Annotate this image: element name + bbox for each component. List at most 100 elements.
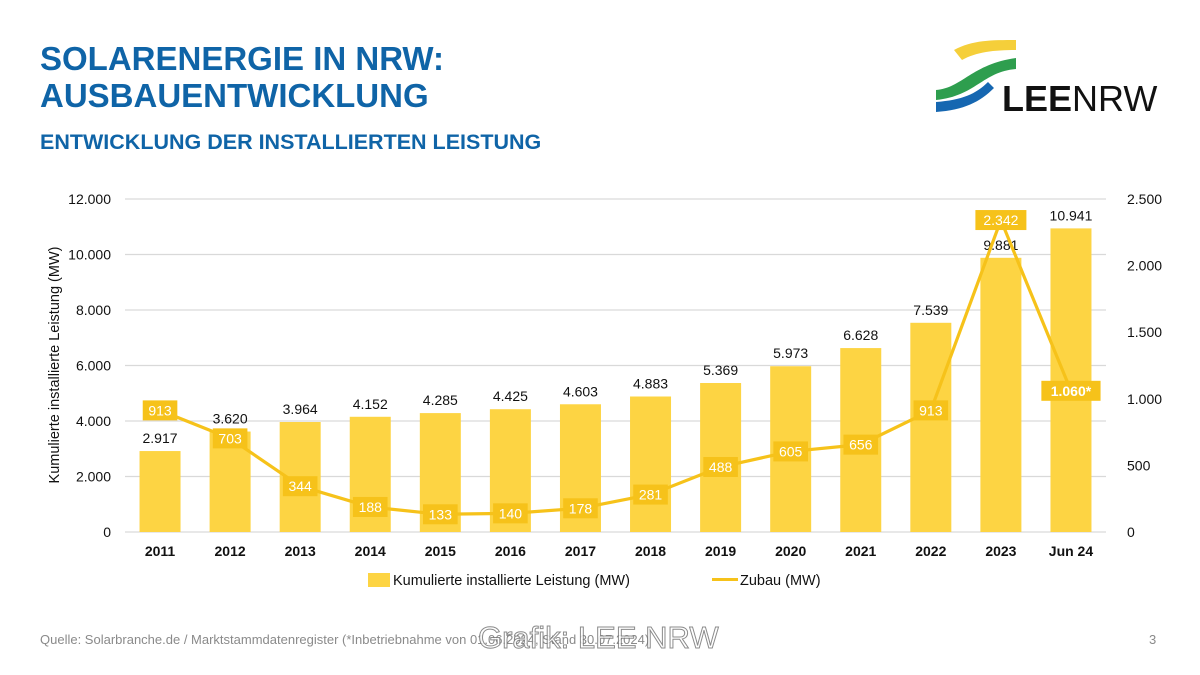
bar: [980, 257, 1022, 532]
chart-legend: Kumulierte installierte Leistung (MW) Zu…: [368, 573, 821, 589]
y-tick-label: 10.000: [68, 247, 111, 263]
line-label-text: 703: [218, 430, 242, 446]
x-tick-label: 2014: [355, 543, 386, 559]
y-tick-label: 0: [103, 524, 111, 540]
line-label-box: [212, 428, 248, 449]
x-tick-label: 2015: [425, 543, 456, 559]
x-tick-label: 2012: [215, 543, 246, 559]
line-label-text: 281: [639, 487, 663, 503]
y2-tick-label: 2.500: [1127, 191, 1162, 207]
bar-data-label: 3.620: [213, 411, 248, 427]
line-data-label: 133: [423, 504, 458, 525]
bar: [910, 322, 952, 532]
line-label-text: 488: [709, 459, 733, 475]
page-subtitle: ENTWICKLUNG DER INSTALLIERTEN LEISTUNG: [40, 130, 541, 155]
chart-bars: [139, 228, 1092, 532]
bar-data-label: 4.285: [423, 392, 458, 408]
logo-wave-yellow: [954, 40, 1016, 60]
line-label-text: 1.060*: [1051, 383, 1092, 399]
y2-tick-label: 0: [1127, 524, 1135, 540]
chart-bar-labels: 2.917 3.620 3.964 4.152 4.285 4.425 4.603 4.883…: [143, 207, 1093, 446]
source-note: Quelle: Solarbranche.de / Marktstammdate…: [40, 632, 650, 647]
legend-swatch-bars: [368, 573, 390, 587]
x-tick-label: 2018: [635, 543, 666, 559]
y-tick-label: 12.000: [68, 191, 111, 207]
line-label-text: 133: [429, 506, 453, 522]
line-label-box: [633, 484, 668, 505]
line-data-label: 344: [282, 476, 318, 497]
line-label-box: [423, 504, 458, 525]
y-tick-label: 8.000: [76, 302, 111, 318]
line-data-label: 1.060*: [1041, 380, 1101, 401]
bar-data-label: 4.152: [353, 396, 388, 412]
line-label-box: [352, 496, 388, 517]
bar-data-label: 4.425: [493, 388, 528, 404]
line-label-box: [563, 498, 598, 519]
x-tick-label: Jun 24: [1049, 543, 1094, 559]
y2-tick-label: 2.000: [1127, 258, 1162, 274]
x-tick-label: 2022: [915, 543, 946, 559]
bar-data-label: 7.539: [913, 302, 948, 318]
legend-label-line: Zubau (MW): [740, 573, 821, 589]
logo-text: LEENRW: [1002, 78, 1157, 120]
bar-data-label: 4.883: [633, 375, 668, 391]
line-data-label: 281: [633, 484, 668, 505]
x-tick-label: 2017: [565, 543, 596, 559]
x-tick-label: 2021: [845, 543, 876, 559]
chart-gridlines: [125, 198, 1106, 533]
line-data-label: 913: [142, 400, 178, 421]
line-label-text: 344: [288, 478, 312, 494]
line-label-box: [282, 476, 318, 497]
subtitle-regular: ENTWICKLUNG DER: [40, 130, 259, 154]
bar-data-label: 10.941: [1050, 207, 1093, 223]
x-tick-label: 2019: [705, 543, 736, 559]
logo-text-regular: NRW: [1072, 78, 1158, 119]
legend-label-bars: Kumulierte installierte Leistung (MW): [393, 573, 630, 589]
line-data-label: 188: [352, 496, 388, 517]
line-data-label: 2.342: [975, 210, 1027, 231]
line-label-box: [493, 503, 528, 524]
x-tick-label: 2011: [145, 543, 176, 559]
bar-data-label: 3.964: [283, 401, 318, 417]
line-data-label: 913: [913, 400, 949, 421]
line-data-label: 488: [703, 456, 738, 477]
title-line-1: SOLARENERGIE IN NRW:: [40, 40, 444, 77]
line-label-box: [843, 434, 879, 455]
line-data-label: 140: [493, 503, 528, 524]
line-label-text: 913: [148, 402, 172, 418]
subtitle-bold: INSTALLIERTEN LEISTUNG: [258, 130, 542, 154]
line-label-box: [913, 400, 949, 421]
x-tick-label: 2013: [285, 543, 316, 559]
x-tick-label: 2020: [775, 543, 806, 559]
y2-tick-label: 1.500: [1127, 324, 1162, 340]
line-label-text: 188: [359, 499, 383, 515]
line-data-label: 178: [563, 498, 598, 519]
chart-y2-axis: 0 500 1.000 1.500 2.000 2.500: [1127, 191, 1162, 540]
line-label-text: 140: [499, 505, 523, 521]
legend-swatch-line: [712, 578, 738, 581]
bar-data-label: 2.917: [143, 430, 178, 446]
y-axis-title: Kumulierte installierte Leistung (MW): [47, 247, 63, 484]
y-tick-label: 4.000: [76, 413, 111, 429]
line-label-box: [1041, 380, 1101, 401]
bar: [1050, 228, 1092, 532]
line-label-text: 178: [569, 500, 593, 516]
logo-waves-icon: [936, 40, 1016, 112]
line-data-label: 605: [773, 441, 808, 462]
logo-wave-green: [936, 58, 1016, 100]
x-tick-label: 2016: [495, 543, 526, 559]
y2-tick-label: 1.000: [1127, 391, 1162, 407]
line-label-text: 913: [919, 402, 943, 418]
bar-data-label: 5.973: [773, 345, 808, 361]
line-data-label: 703: [212, 428, 248, 449]
x-tick-label: 2023: [985, 543, 1016, 559]
line-label-text: 605: [779, 443, 803, 459]
bar-data-label: 4.603: [563, 383, 598, 399]
bar: [630, 396, 672, 532]
chart-x-axis: 2011 2012 2013 2014 2015 2016 2017 2018 2019 2020…: [145, 543, 1094, 559]
bar: [139, 451, 181, 532]
page-title: SOLARENERGIE IN NRW: AUSBAUENTWICKLUNG: [40, 40, 444, 114]
line-label-box: [703, 456, 738, 477]
line-label-box: [142, 400, 178, 421]
